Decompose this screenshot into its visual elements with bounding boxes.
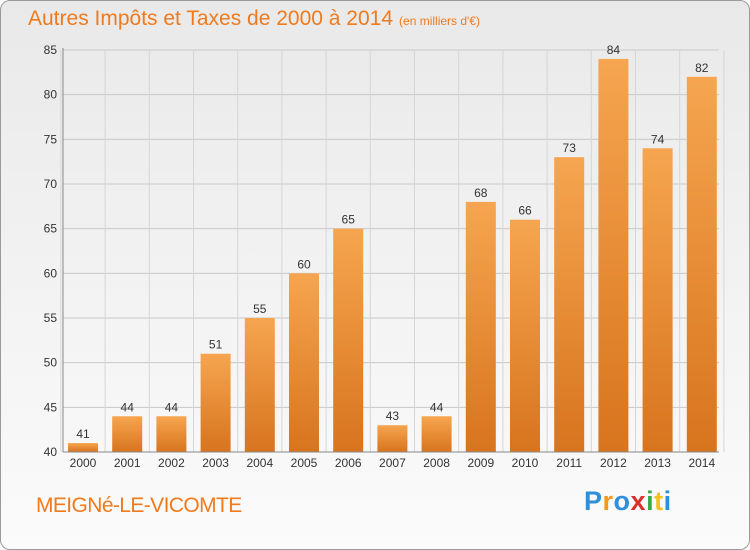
x-tick-label: 2011 [556,456,582,470]
logo-letter: r [602,486,614,516]
data-label: 84 [607,43,621,57]
commune-name: MEIGNé-LE-VICOMTE [36,494,242,517]
bar [554,157,585,452]
x-tick-label: 2008 [423,456,450,470]
x-tick-label: 2003 [202,456,229,470]
x-tick-label: 2013 [644,456,671,470]
data-label: 68 [474,186,488,200]
logo-letter: i [646,486,655,516]
x-tick-label: 2006 [335,456,362,470]
y-tick-label: 45 [44,400,58,414]
data-label: 55 [253,302,267,316]
y-tick-label: 70 [44,177,58,191]
chart-subtitle: (en milliers d'€) [399,14,481,28]
y-tick-label: 40 [44,445,58,459]
y-tick-label: 60 [44,266,58,280]
x-tick-label: 2014 [688,456,715,470]
y-tick-label: 80 [44,88,58,102]
bar [465,201,496,452]
y-tick-label: 75 [44,132,58,146]
bars [68,58,717,453]
y-tick-label: 85 [44,43,58,57]
x-tick-label: 2002 [158,456,185,470]
data-label: 51 [209,338,223,352]
axes [62,48,719,453]
labels: 40 45 50 55 60 65 70 75 80 85 41 2000 44 2001 44 2002 51… [44,43,716,470]
data-label: 73 [563,141,577,155]
data-label: 65 [342,213,356,227]
bar [510,219,540,452]
bar [68,443,98,452]
x-tick-label: 2010 [512,456,539,470]
bar [112,416,143,452]
bar [598,58,629,452]
data-label: 66 [518,204,532,218]
bar [156,416,187,452]
chart-title-text: Autres Impôts et Taxes de 2000 à 2014 [28,7,394,30]
bar [642,148,673,452]
x-tick-label: 2000 [70,456,97,470]
data-label: 74 [651,132,665,146]
data-label: 44 [121,400,135,414]
x-tick-label: 2007 [379,456,406,470]
data-label: 44 [430,400,444,414]
x-tick-label: 2001 [114,456,141,470]
bar [289,273,319,452]
bar [244,318,275,452]
bar [333,228,364,452]
data-label: 43 [386,409,400,423]
x-tick-label: 2009 [467,456,494,470]
data-label: 41 [76,427,90,441]
x-tick-label: 2004 [246,456,273,470]
logo-letter: x [630,486,647,516]
data-label: 60 [297,257,311,271]
x-tick-label: 2012 [600,456,627,470]
bar [686,76,717,453]
proxiti-logo: Proxiti [584,486,672,517]
bar [377,425,408,452]
logo-letter: P [584,486,603,516]
data-label: 44 [165,400,179,414]
bar [421,416,452,452]
logo-letter: o [613,486,631,516]
y-tick-label: 55 [44,311,58,325]
data-label: 82 [695,61,709,75]
bar [200,353,231,452]
y-tick-label: 50 [44,356,58,370]
x-tick-label: 2005 [291,456,318,470]
y-tick-label: 65 [44,222,58,236]
logo-letter: t [654,486,664,516]
chart-title: Autres Impôts et Taxes de 2000 à 2014 (en… [28,7,480,31]
logo-letter: i [663,486,672,516]
